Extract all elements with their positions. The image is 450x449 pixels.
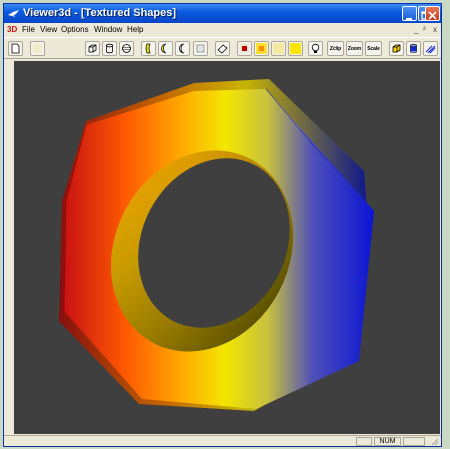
eraser-button[interactable] [215,41,230,56]
cone-icon [145,43,151,54]
menu-window[interactable]: Window [94,25,123,34]
cube-view-icon [392,44,401,53]
close-button[interactable] [425,6,440,21]
toolbar: Zclip Zoom Scale [4,37,441,59]
menu-bar: 3D File View Options Window Help _ ² x [4,23,441,36]
blank-square-icon [196,44,205,53]
scale-button[interactable]: Scale [365,41,382,56]
app-window: Viewer3d - [Textured Shapes] 3D File Vie… [3,3,442,447]
mdi-minimize-button[interactable]: _ [414,25,419,34]
blank-square-button[interactable] [193,41,208,56]
new-document-button[interactable] [8,41,23,56]
blank-tool-icon [33,44,42,53]
half-moon-button[interactable] [158,41,173,56]
color-red-button[interactable] [237,41,252,56]
status-cell-blank [356,437,372,446]
color-yellow-button[interactable] [254,41,269,56]
lines-icon [425,45,436,54]
cylinder-blue-button[interactable] [406,41,421,56]
color-light-button[interactable] [271,41,286,56]
mdi-close-button[interactable]: x [433,25,437,34]
scale-icon: Scale [367,45,380,52]
zoom-icon: Zoom [347,45,362,52]
color-yellow-square-icon [290,43,301,54]
cylinder-blue-icon [410,43,417,54]
minimize-button[interactable] [402,6,417,21]
nut-hole [138,158,290,328]
cylinder-button[interactable] [102,41,117,56]
zoom-button[interactable]: Zoom [346,41,363,56]
color-yellow-icon [256,43,267,54]
num-lock-indicator: NUM [374,437,401,446]
menu-help[interactable]: Help [127,25,144,34]
3d-viewport[interactable] [14,61,440,434]
new-document-icon [11,43,20,54]
lightbulb-button[interactable] [308,41,323,56]
status-bar: NUM [4,435,441,446]
textured-hex-nut[interactable] [14,61,440,434]
half-moon-icon [161,43,167,54]
menu-file[interactable]: File [22,25,35,34]
color-yellow-square-button[interactable] [288,41,303,56]
cylinder-icon [106,43,113,54]
sphere-button[interactable] [119,41,134,56]
status-cell-blank [403,437,425,446]
crescent-button[interactable] [175,41,190,56]
lines-button[interactable] [423,41,438,56]
zclip-button[interactable]: Zclip [327,41,344,56]
color-red-icon [239,43,250,54]
resize-grip-icon[interactable] [430,437,439,446]
blank-tool-button[interactable] [30,41,45,56]
cone-button[interactable] [141,41,156,56]
nut-edge [63,124,87,312]
nut-edge [265,88,375,212]
app-menu-logo[interactable]: 3D [7,25,18,34]
cube-button[interactable] [85,41,100,56]
window-title: Viewer3d - [Textured Shapes] [23,7,177,19]
cube-icon [88,44,97,53]
bird-app-icon [8,10,19,17]
minimize-icon [406,18,412,20]
zclip-icon: Zclip [329,45,342,52]
lightbulb-icon [311,43,320,53]
color-light-icon [273,43,284,54]
cube-view-button[interactable] [389,41,404,56]
mdi-restore-button[interactable]: ² [423,25,426,34]
menu-options[interactable]: Options [61,25,89,34]
crescent-icon [179,43,185,54]
title-bar[interactable]: Viewer3d - [Textured Shapes] [4,4,441,23]
sphere-icon [122,44,131,53]
menu-view[interactable]: View [40,25,58,34]
close-icon [428,11,437,20]
eraser-icon [217,44,228,54]
